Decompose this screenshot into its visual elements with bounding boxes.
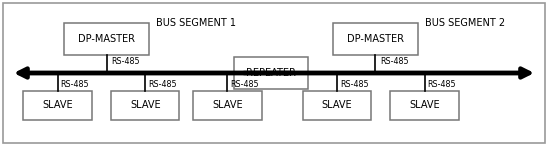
Bar: [390, 91, 459, 120]
Text: SLAVE: SLAVE: [212, 100, 243, 110]
Text: BUS SEGMENT 2: BUS SEGMENT 2: [425, 18, 505, 28]
Text: RS-485: RS-485: [111, 57, 140, 66]
Text: SLAVE: SLAVE: [409, 100, 440, 110]
Bar: [111, 91, 180, 120]
Text: RS-485: RS-485: [148, 80, 176, 89]
Text: DP-MASTER: DP-MASTER: [347, 34, 404, 44]
Text: BUS SEGMENT 1: BUS SEGMENT 1: [156, 18, 236, 28]
Bar: [65, 23, 149, 55]
Text: REPEATER: REPEATER: [246, 68, 296, 78]
Text: RS-485: RS-485: [230, 80, 259, 89]
Bar: [23, 91, 92, 120]
Bar: [234, 57, 308, 89]
Bar: [333, 23, 418, 55]
Text: RS-485: RS-485: [380, 57, 408, 66]
Text: SLAVE: SLAVE: [130, 100, 161, 110]
Text: RS-485: RS-485: [340, 80, 368, 89]
Text: DP-MASTER: DP-MASTER: [78, 34, 135, 44]
Bar: [302, 91, 372, 120]
Text: SLAVE: SLAVE: [42, 100, 73, 110]
Text: RS-485: RS-485: [60, 80, 89, 89]
Text: SLAVE: SLAVE: [322, 100, 352, 110]
Text: RS-485: RS-485: [427, 80, 456, 89]
Bar: [193, 91, 261, 120]
